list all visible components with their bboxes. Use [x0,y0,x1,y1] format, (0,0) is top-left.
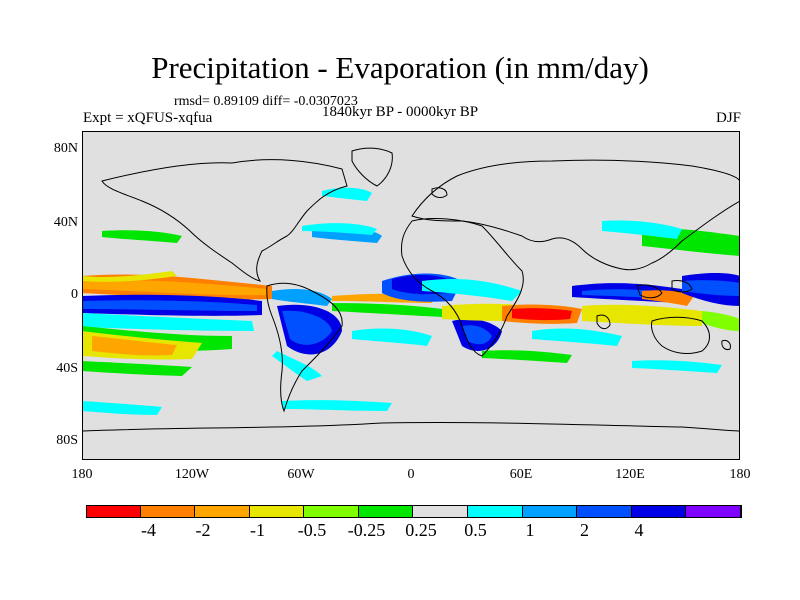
lon-label-0: 0 [407,467,415,482]
lon-label-180w: 180 [71,467,93,482]
colorbar-box-8 [522,505,578,517]
lat-label-40n: 40N [53,215,78,230]
lat-label-0: 0 [71,287,78,302]
colorbar-label-5: 0.25 [405,520,437,540]
colorbar-box-4 [304,505,359,517]
season-text: DJF [715,110,741,126]
colorbar-box-2 [195,505,250,517]
lat-label-40s: 40S [56,361,78,376]
lon-label-120w: 120W [174,467,210,482]
colorbar-label-8: 2 [580,520,589,540]
colorbar-label-9: 4 [634,520,644,540]
stats-text: rmsd= 0.89109 diff= -0.0307023 [174,94,358,109]
precip-evap-map [82,131,740,460]
chart-title: Precipitation - Evaporation (in mm/day) [151,50,649,85]
lon-label-180e: 180 [729,467,751,482]
lat-label-80s: 80S [56,433,78,448]
colorbar-box-3 [249,505,305,517]
colorbar-label-0: -4 [141,520,156,540]
map-frame [82,131,740,460]
experiment-text: Expt = xQFUS-xqfua [83,110,213,126]
lon-label-60e: 60E [509,467,533,482]
lat-label-80n: 80N [53,141,78,156]
colorbar-box-9 [577,505,632,517]
colorbar-box-1 [140,505,196,517]
lon-label-120e: 120E [615,467,645,482]
coastlines [82,147,740,432]
colorbar-label-1: -2 [195,520,211,540]
colorbar-box-10 [631,505,687,517]
colorbar-box-7 [468,505,523,517]
colorbar-box-6 [413,505,469,517]
colorbar-label-6: 0.5 [464,520,487,540]
period-text: 1840kyr BP - 0000kyr BP [321,104,479,120]
colorbar-box-5 [358,505,414,517]
field-shading [82,187,740,415]
lon-label-60w: 60W [287,467,315,482]
colorbar [86,505,741,517]
colorbar-label-2: -1 [250,520,265,540]
colorbar-box-11 [686,505,741,517]
colorbar-label-3: -0.5 [297,520,327,540]
colorbar-label-4: -0.25 [347,520,386,540]
colorbar-box-0 [86,505,141,517]
colorbar-label-7: 1 [525,520,535,540]
